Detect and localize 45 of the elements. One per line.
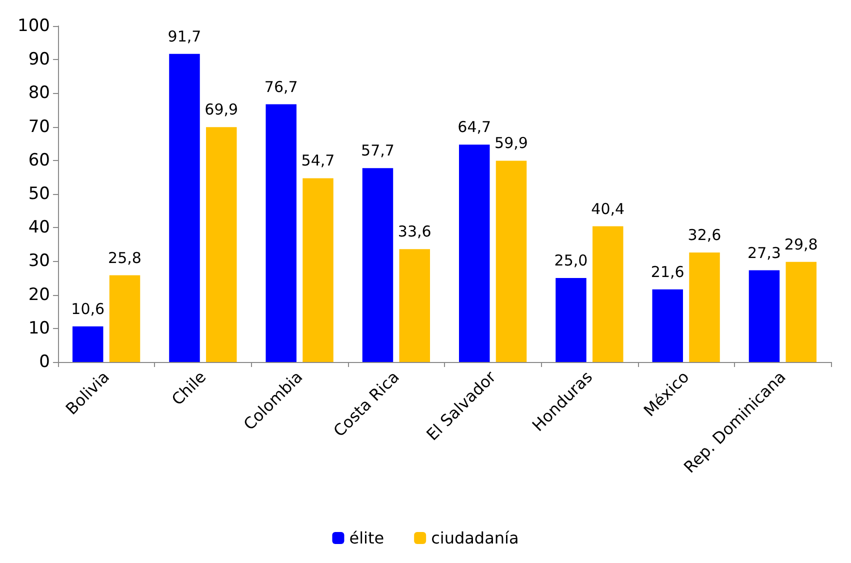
data-label: 40,4 [591, 200, 625, 218]
bar [748, 270, 780, 362]
y-tick-label: 90 [28, 50, 50, 70]
y-tick-label: 0 [39, 352, 50, 372]
data-label: 10,6 [71, 300, 105, 318]
bar [556, 278, 586, 362]
bar [266, 104, 296, 362]
data-label: 29,8 [784, 235, 818, 254]
y-tick-label: 20 [28, 284, 50, 305]
legend-label: ciudadanía [431, 528, 519, 548]
bar [399, 249, 430, 362]
bar [786, 262, 817, 362]
y-tick-label: 100 [18, 16, 50, 36]
data-label: 57,7 [361, 142, 394, 160]
data-label: 21,6 [650, 262, 684, 281]
data-label: 69,9 [204, 100, 238, 119]
y-tick-label: 70 [28, 116, 50, 137]
data-label: 32,6 [688, 226, 722, 244]
bar [689, 252, 720, 362]
y-tick-label: 50 [28, 184, 50, 204]
bar [496, 160, 527, 362]
bar [169, 54, 200, 362]
bar [458, 144, 490, 362]
data-label: 33,6 [398, 222, 432, 241]
y-tick-label: 80 [28, 83, 50, 104]
y-tick-label: 10 [28, 318, 50, 338]
data-label: 64,7 [458, 118, 492, 136]
bar [302, 178, 334, 362]
y-tick-label: 60 [28, 150, 50, 170]
bar [592, 226, 624, 362]
legend-label: élite [349, 528, 384, 548]
y-tick-label: 30 [28, 251, 50, 272]
data-label: 54,7 [301, 152, 335, 170]
bar [109, 275, 140, 362]
data-label: 76,7 [264, 78, 298, 96]
bar [652, 289, 683, 362]
y-tick-label: 40 [28, 218, 50, 238]
data-label: 59,9 [494, 134, 528, 152]
bar [362, 168, 394, 362]
data-label: 25,0 [554, 252, 588, 270]
bar [72, 326, 104, 362]
bar [206, 127, 237, 362]
data-label: 27,3 [748, 244, 781, 262]
data-label: 25,8 [108, 248, 142, 267]
data-label: 91,7 [168, 27, 202, 46]
